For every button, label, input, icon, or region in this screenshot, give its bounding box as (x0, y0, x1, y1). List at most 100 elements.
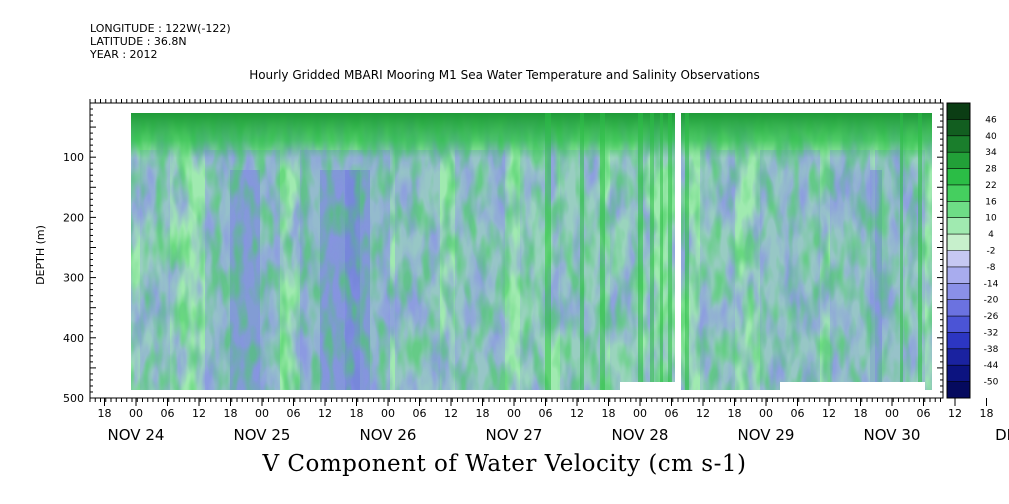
colorbar-label: 46 (985, 115, 997, 125)
positive-streak (918, 113, 922, 390)
heatmap-surface-band (131, 113, 932, 158)
x-hour-label: 12 (696, 407, 710, 420)
x-hour-label: 00 (633, 407, 647, 420)
positive-streak (660, 113, 663, 390)
colorbar-label: -50 (984, 378, 999, 388)
colorbar-label: 4 (988, 230, 994, 240)
colorbar-swatch (947, 103, 970, 120)
colorbar-label: 10 (985, 214, 997, 224)
x-hour-label: 12 (318, 407, 332, 420)
colorbar-label: 16 (985, 197, 997, 207)
x-hour-label: 00 (129, 407, 143, 420)
missing-data-bottom-left (620, 382, 675, 390)
colorbar-label: -14 (984, 279, 999, 289)
colorbar-swatch (947, 234, 970, 251)
y-tick-label: 400 (63, 332, 84, 345)
x-hour-label: 06 (539, 407, 553, 420)
colorbar-swatch (947, 266, 970, 284)
x-hour-label: 06 (287, 407, 301, 420)
colorbar-swatch (947, 217, 970, 235)
x-hour-label: 18 (224, 407, 238, 420)
colorbar-swatch (947, 135, 970, 153)
positive-streak (638, 113, 643, 390)
y-axis: 100 200 300 400 500 (63, 151, 84, 405)
x-axis: 18 00 06 12 18 00 06 12 18 00 06 12 18 00 06 12 18 00 06 12… (98, 398, 1009, 444)
colorbar-label: 34 (985, 148, 997, 158)
x-hour-label: 06 (665, 407, 679, 420)
colorbar-swatch (947, 316, 970, 333)
heatmap-green-texture (131, 113, 932, 390)
x-hour-label: 06 (413, 407, 427, 420)
positive-streak (685, 113, 689, 390)
colorbar-label: 40 (985, 132, 997, 142)
colorbar-label: -38 (984, 345, 999, 355)
chart-title: Hourly Gridded MBARI Mooring M1 Sea Wate… (249, 68, 760, 82)
colorbar-label: 28 (985, 165, 997, 175)
colorbar-swatch (947, 152, 970, 170)
x-hour-label: 00 (507, 407, 521, 420)
x-hour-label: 06 (917, 407, 931, 420)
year-label: YEAR : 2012 (90, 48, 158, 61)
x-hour-label: 18 (980, 407, 994, 420)
colorbar-label: -2 (987, 247, 996, 257)
x-hour-label: 12 (822, 407, 836, 420)
y-tick-label: 500 (63, 392, 84, 405)
positive-streak (900, 113, 903, 390)
colorbar-label: 22 (985, 181, 996, 191)
y-tick-label: 100 (63, 151, 84, 164)
colorbar-swatch (947, 283, 970, 301)
x-day-label: NOV 24 (108, 426, 165, 444)
colorbar-label: -26 (984, 312, 999, 322)
missing-data-gap (675, 113, 681, 390)
colorbar-label: -20 (984, 296, 999, 306)
colorbar-swatch (947, 381, 970, 399)
colorbar: 46 40 34 28 22 16 10 4 -2 -8 -14 -20 -26 -32 -38 -44 -50 (946, 102, 999, 399)
plot-frame (89, 102, 944, 399)
x-day-label: NOV 26 (360, 426, 417, 444)
colorbar-swatch (947, 348, 970, 366)
x-day-label: NOV 27 (486, 426, 543, 444)
colorbar-swatch (947, 332, 970, 350)
x-hour-label: 00 (255, 407, 269, 420)
colorbar-label: -32 (984, 328, 999, 338)
colorbar-label: -44 (984, 361, 999, 371)
x-hour-label: 18 (854, 407, 868, 420)
y-tick-label: 200 (63, 211, 84, 224)
heatmap-vertical-streaks (545, 113, 922, 390)
x-hour-label: 06 (791, 407, 805, 420)
variable-label: V Component of Water Velocity (cm s-1) (262, 451, 747, 477)
colorbar-swatch (947, 119, 970, 137)
x-hour-label: 00 (885, 407, 899, 420)
positive-streak (545, 113, 551, 390)
positive-streak (600, 113, 605, 390)
x-day-label: NOV 29 (738, 426, 795, 444)
x-day-label: NOV 28 (612, 426, 669, 444)
colorbar-label: -8 (987, 263, 996, 273)
x-day-label: DEC 1 (995, 426, 1009, 444)
x-hour-label: 18 (98, 407, 112, 420)
colorbar-swatch (947, 250, 970, 268)
positive-streak (650, 113, 654, 390)
y-axis-label: DEPTH (m) (34, 225, 47, 285)
positive-streak (580, 113, 584, 390)
x-day-label: NOV 25 (234, 426, 291, 444)
x-hour-label: 12 (192, 407, 206, 420)
x-hour-label: 12 (570, 407, 584, 420)
x-hour-label: 18 (602, 407, 616, 420)
x-day-label: NOV 30 (864, 426, 921, 444)
x-hour-label: 18 (476, 407, 490, 420)
x-hour-label: 06 (161, 407, 175, 420)
y-tick-label: 300 (63, 272, 84, 285)
latitude-label: LATITUDE : 36.8N (90, 35, 187, 48)
colorbar-swatch (947, 168, 970, 186)
longitude-label: LONGITUDE : 122W(-122) (90, 22, 231, 35)
x-hour-label: 18 (350, 407, 364, 420)
x-hour-label: 12 (948, 407, 962, 420)
colorbar-swatch (947, 365, 970, 383)
colorbar-swatch (947, 299, 970, 317)
colorbar-swatch (947, 201, 970, 219)
positive-streak (668, 113, 672, 390)
plot-minor-ticks (89, 99, 943, 402)
x-hour-label: 12 (444, 407, 458, 420)
